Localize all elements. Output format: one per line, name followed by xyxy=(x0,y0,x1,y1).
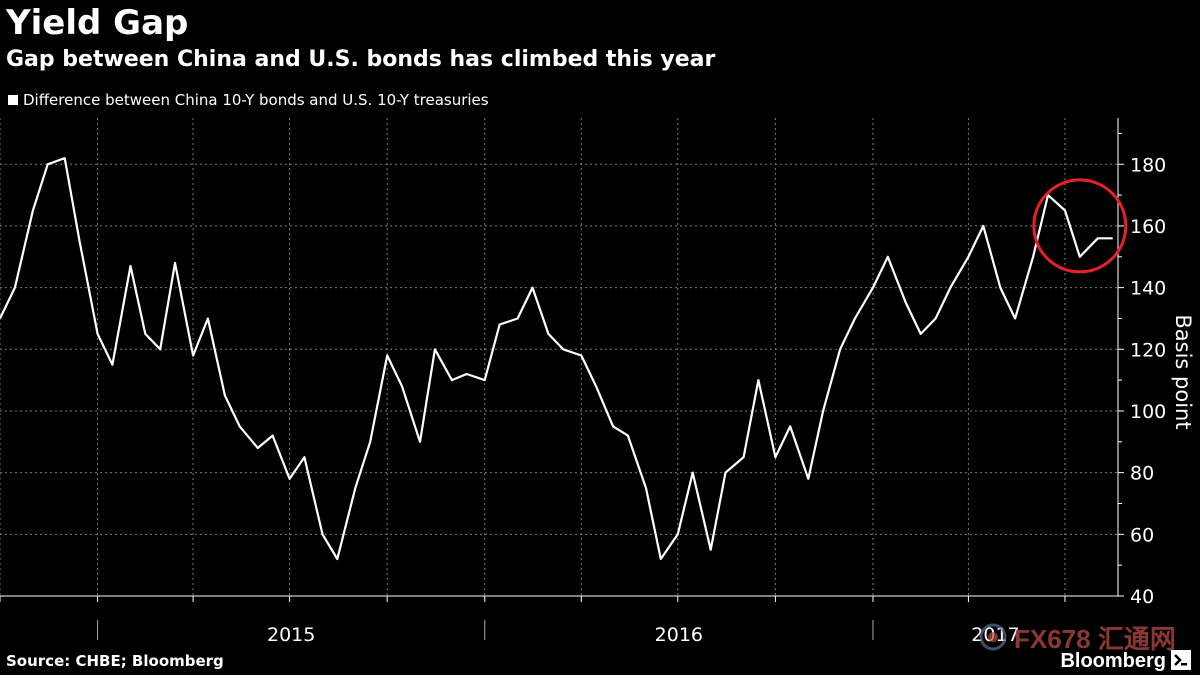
grid xyxy=(0,118,1118,597)
watermark-logo-icon xyxy=(979,623,1007,651)
y-tick-label: 140 xyxy=(1130,278,1166,300)
terminal-icon xyxy=(1171,650,1191,670)
x-tick-label: 2015 xyxy=(267,624,315,646)
legend: Difference between China 10-Y bonds and … xyxy=(8,90,489,110)
highlight-circle xyxy=(1032,178,1128,274)
y-tick-label: 100 xyxy=(1130,401,1166,423)
y-tick-label: 160 xyxy=(1130,216,1166,238)
y-tick-label: 40 xyxy=(1130,586,1154,608)
series xyxy=(0,157,1113,561)
series-line xyxy=(0,157,1113,561)
watermark: FX678 汇通网 xyxy=(978,618,1176,656)
y-tick-label: 60 xyxy=(1130,524,1154,546)
chart-subtitle: Gap between China and U.S. bonds has cli… xyxy=(6,47,716,72)
chart-title: Yield Gap xyxy=(6,3,189,43)
y-tick-label: 80 xyxy=(1130,463,1154,485)
y-axis-label: Basis point xyxy=(1171,314,1195,429)
source-note: Source: CHBE; Bloomberg xyxy=(6,652,224,670)
legend-swatch xyxy=(8,95,18,105)
x-tick-label: 2016 xyxy=(655,624,703,646)
watermark-text: FX678 汇通网 xyxy=(1014,623,1176,654)
annotations xyxy=(1032,178,1128,274)
brand-name: Bloomberg xyxy=(1060,650,1166,672)
y-tick-label: 120 xyxy=(1130,339,1166,361)
legend-label: Difference between China 10-Y bonds and … xyxy=(23,91,489,109)
y-tick-label: 180 xyxy=(1130,154,1166,176)
axes: 406080100120140160180201520162017 xyxy=(0,118,1166,646)
